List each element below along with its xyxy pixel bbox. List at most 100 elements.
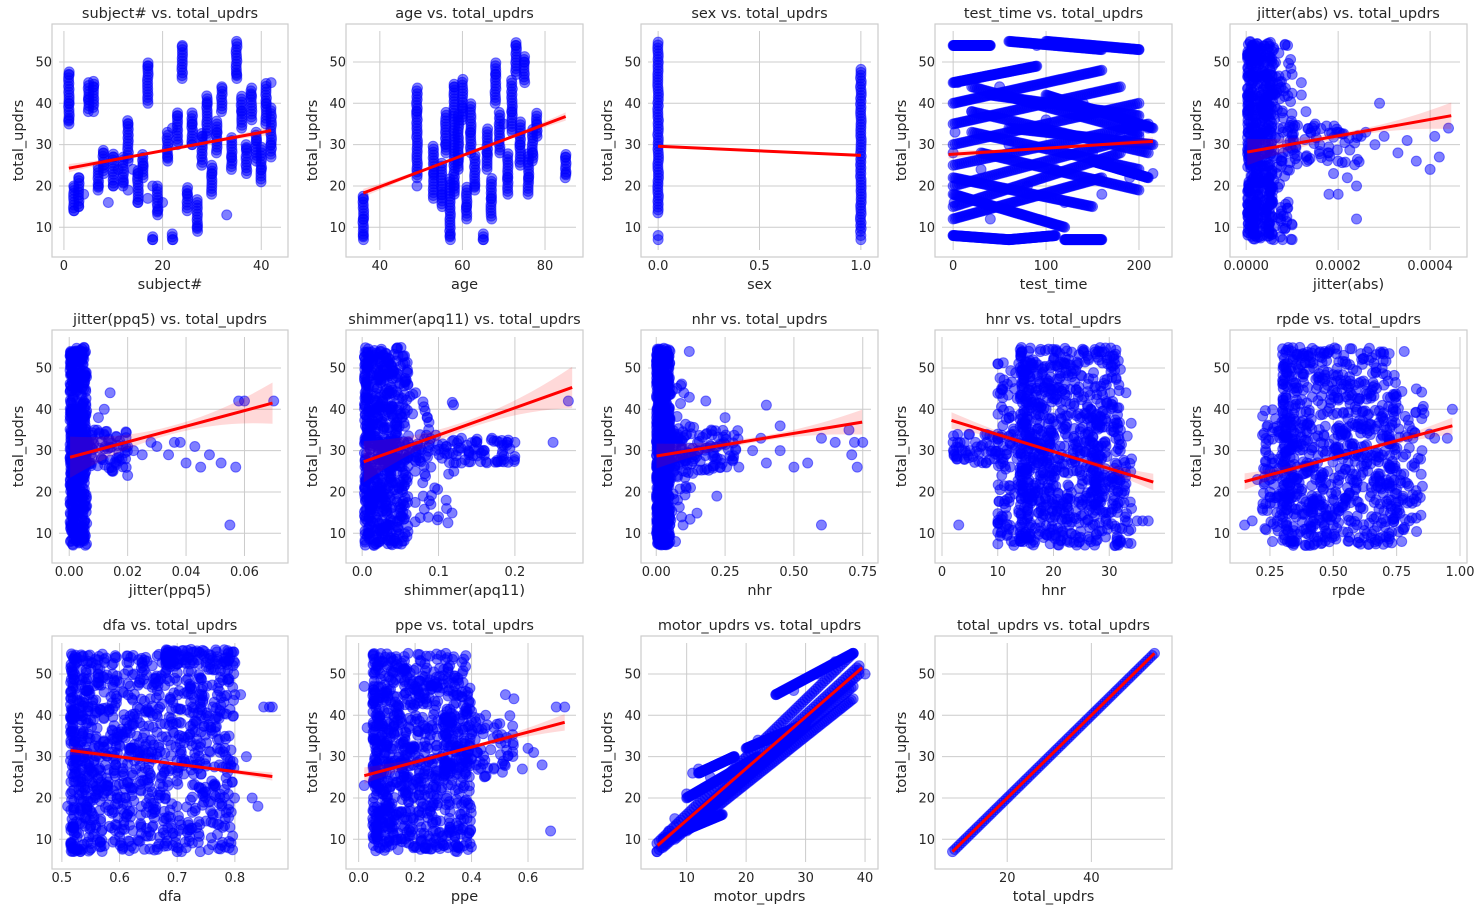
data-point xyxy=(64,410,76,422)
data-point xyxy=(1328,168,1340,180)
data-point xyxy=(448,81,460,93)
data-point xyxy=(231,68,243,80)
data-point xyxy=(122,469,134,481)
data-point xyxy=(63,97,75,109)
y-tick-label: 10 xyxy=(1213,221,1230,236)
subplot-title: jitter(abs) vs. total_updrs xyxy=(1256,6,1440,22)
data-point xyxy=(469,180,481,192)
data-point xyxy=(1266,169,1278,181)
y-tick-label: 40 xyxy=(624,97,641,112)
data-point xyxy=(1295,77,1307,89)
data-point xyxy=(481,147,493,159)
data-point xyxy=(142,192,154,204)
data-point xyxy=(176,39,188,51)
data-point xyxy=(245,89,257,101)
data-point xyxy=(74,406,86,418)
data-point xyxy=(357,213,369,225)
axes-frame xyxy=(345,23,584,258)
data-point xyxy=(78,368,90,380)
data-point xyxy=(952,77,964,89)
subplot-title: age vs. total_updrs xyxy=(395,6,534,22)
data-point xyxy=(88,106,100,118)
y-tick-label: 50 xyxy=(35,361,52,376)
points-layer xyxy=(1242,35,1455,246)
data-point xyxy=(77,501,89,513)
data-point xyxy=(482,123,494,135)
data-point xyxy=(92,412,104,424)
data-point xyxy=(181,188,193,200)
data-point xyxy=(1410,155,1422,167)
y-tick-label: 20 xyxy=(624,179,641,194)
axes-frame xyxy=(640,23,879,258)
data-point xyxy=(79,425,91,437)
data-point xyxy=(72,359,84,371)
data-point xyxy=(560,151,572,163)
data-point xyxy=(78,516,90,528)
data-point xyxy=(1253,191,1265,203)
data-point xyxy=(1269,220,1281,232)
data-point xyxy=(1286,234,1298,246)
data-point xyxy=(92,180,104,192)
data-point xyxy=(1378,130,1390,142)
subplot-title: sex vs. total_updrs xyxy=(691,6,827,22)
data-point xyxy=(457,73,469,85)
data-point xyxy=(947,230,959,242)
data-point xyxy=(485,192,497,204)
data-point xyxy=(855,63,867,75)
data-point xyxy=(1374,97,1386,109)
data-point xyxy=(97,147,109,159)
regression-line xyxy=(658,144,861,157)
data-point xyxy=(652,36,664,48)
data-point xyxy=(162,151,174,163)
regression-line xyxy=(362,115,567,195)
data-point xyxy=(1059,221,1071,233)
data-point xyxy=(357,230,369,242)
data-point xyxy=(215,457,227,469)
y-axis-label: total_updrs xyxy=(1189,100,1205,182)
data-point xyxy=(855,230,867,242)
y-tick-label: 20 xyxy=(1213,179,1230,194)
data-point xyxy=(166,234,178,246)
data-point xyxy=(163,449,175,461)
data-point xyxy=(196,130,208,142)
data-point xyxy=(88,81,100,93)
x-tick-label: 0.04 xyxy=(172,565,201,580)
data-point xyxy=(1429,130,1441,142)
y-tick-label: 40 xyxy=(1213,97,1230,112)
y-tick-label: 50 xyxy=(35,55,52,70)
data-point xyxy=(510,39,522,51)
points-layer xyxy=(652,36,867,246)
data-point xyxy=(1133,184,1145,196)
x-tick-label: 0.0004 xyxy=(1407,259,1453,274)
data-point xyxy=(66,385,78,397)
data-point xyxy=(966,106,978,118)
data-point xyxy=(195,461,207,473)
y-tick-label: 40 xyxy=(35,97,52,112)
data-point xyxy=(1265,66,1277,78)
data-point xyxy=(1147,168,1159,180)
data-point xyxy=(436,188,448,200)
data-point xyxy=(171,110,183,122)
data-point xyxy=(1268,234,1280,246)
y-tick-label: 40 xyxy=(918,97,935,112)
data-point xyxy=(101,425,113,437)
x-tick-label: 0.1 xyxy=(428,565,449,580)
data-point xyxy=(486,173,498,185)
data-point xyxy=(226,151,238,163)
data-point xyxy=(440,139,452,151)
data-point xyxy=(489,68,501,80)
data-point xyxy=(1096,234,1108,246)
data-point xyxy=(1087,147,1099,159)
data-point xyxy=(236,90,248,102)
data-point xyxy=(107,180,119,192)
data-point xyxy=(1040,114,1052,126)
y-tick-label: 40 xyxy=(329,403,346,418)
y-tick-label: 50 xyxy=(329,55,346,70)
x-tick-label: 80 xyxy=(537,259,554,274)
data-point xyxy=(265,77,277,89)
data-point xyxy=(1433,151,1445,163)
data-point xyxy=(1021,180,1033,192)
y-tick-label: 40 xyxy=(329,97,346,112)
data-point xyxy=(1332,155,1344,167)
data-point xyxy=(502,148,514,160)
